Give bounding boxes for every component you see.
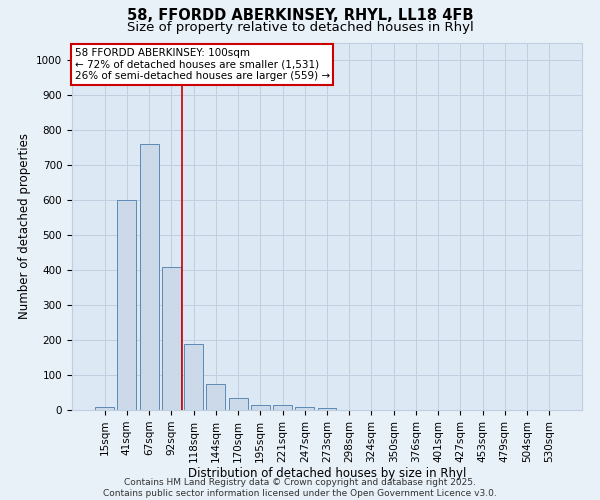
Bar <box>229 398 248 410</box>
Y-axis label: Number of detached properties: Number of detached properties <box>17 133 31 320</box>
Bar <box>184 344 203 410</box>
Bar <box>295 406 314 410</box>
Bar <box>206 384 225 410</box>
Bar <box>251 405 270 410</box>
Bar <box>140 144 158 410</box>
Text: 58, FFORDD ABERKINSEY, RHYL, LL18 4FB: 58, FFORDD ABERKINSEY, RHYL, LL18 4FB <box>127 8 473 22</box>
Text: Contains HM Land Registry data © Crown copyright and database right 2025.
Contai: Contains HM Land Registry data © Crown c… <box>103 478 497 498</box>
Text: 58 FFORDD ABERKINSEY: 100sqm
← 72% of detached houses are smaller (1,531)
26% of: 58 FFORDD ABERKINSEY: 100sqm ← 72% of de… <box>74 48 329 81</box>
X-axis label: Distribution of detached houses by size in Rhyl: Distribution of detached houses by size … <box>188 468 466 480</box>
Bar <box>118 200 136 410</box>
Bar <box>95 406 114 410</box>
Text: Size of property relative to detached houses in Rhyl: Size of property relative to detached ho… <box>127 21 473 34</box>
Bar <box>162 266 181 410</box>
Bar <box>273 405 292 410</box>
Bar <box>317 408 337 410</box>
